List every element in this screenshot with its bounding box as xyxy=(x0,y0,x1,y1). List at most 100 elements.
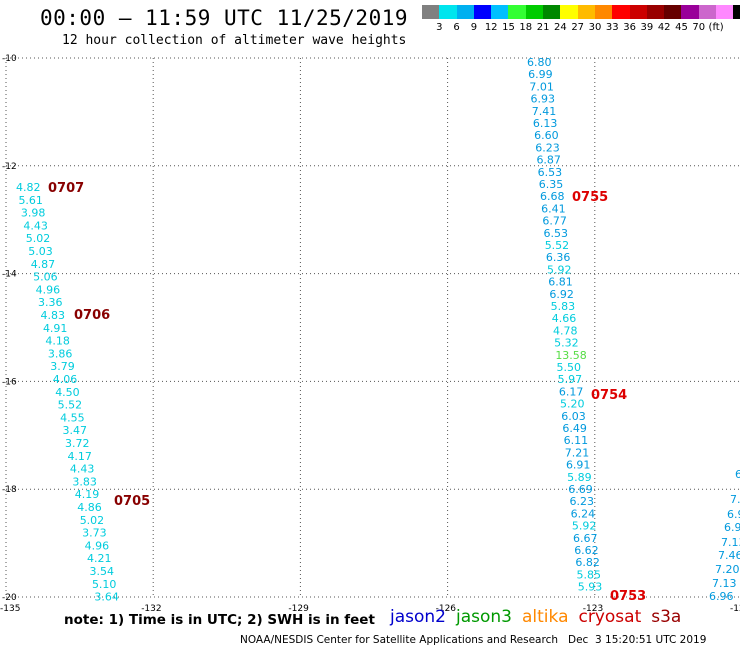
color-scale-label: 15 xyxy=(502,22,515,33)
pass-time-label: 0707 xyxy=(48,181,84,196)
wave-height-value: 6.49 xyxy=(562,422,587,435)
wave-height-value: 6.92 xyxy=(549,288,574,301)
color-scale-label: 45 xyxy=(675,22,688,33)
wave-height-value: 3.64 xyxy=(94,591,119,604)
wave-height-value: 3.86 xyxy=(48,347,73,360)
wave-height-value: 4.55 xyxy=(60,411,85,424)
wave-height-value: 6.13 xyxy=(533,117,558,130)
wave-height-value: 4.87 xyxy=(31,258,56,271)
wave-height-value: 6.9 xyxy=(727,508,740,521)
color-swatch xyxy=(733,5,740,19)
wave-height-value: 6.87 xyxy=(536,154,561,167)
color-swatch xyxy=(456,5,474,19)
wave-height-value: 6.68 xyxy=(540,190,565,203)
color-scale-label: 3 xyxy=(436,22,443,33)
wave-height-value: 5.32 xyxy=(554,337,579,350)
wave-height-value: 4.66 xyxy=(552,312,577,325)
pass-time-labels: 0707 0706 0705 0755 0754 0753 xyxy=(48,181,646,604)
color-swatch xyxy=(543,5,561,19)
color-swatch xyxy=(560,5,578,19)
color-swatch xyxy=(525,5,544,19)
longitude-label: -123 xyxy=(583,604,603,614)
satellite-legend: jason2 jason3 altika cryosat s3a xyxy=(390,607,691,627)
pass-time-label: 0753 xyxy=(610,589,646,604)
wave-height-value: 5.93 xyxy=(578,581,603,594)
wave-height-value: 3.98 xyxy=(21,207,46,220)
longitude-label: -135 xyxy=(0,604,20,614)
pass-time-label: 0706 xyxy=(74,308,110,323)
wave-height-value: 3.47 xyxy=(63,424,88,437)
wave-height-value: 6.99 xyxy=(528,68,553,81)
wave-height-value: 4.43 xyxy=(70,463,95,476)
color-scale-label: 27 xyxy=(571,22,585,33)
wave-height-value: 4.19 xyxy=(75,488,100,501)
wave-height-value: 6.60 xyxy=(534,129,559,142)
wave-height-value: 13.58 xyxy=(555,349,587,362)
axis-labels: -10-12-14-16-18-20-135 -132 -129 -126 -123 -1… xyxy=(0,54,740,614)
color-scale-label: 9 xyxy=(470,22,478,33)
wave-height-value: 4.82 xyxy=(16,181,41,194)
color-swatch xyxy=(594,5,613,19)
pass-time-label: 0755 xyxy=(572,190,608,205)
wave-height-value: 5.02 xyxy=(26,232,51,245)
wave-height-value: 5.89 xyxy=(567,471,592,484)
wave-height-value: 6.41 xyxy=(541,202,566,215)
wave-height-value: 5.10 xyxy=(92,578,117,591)
wave-height-value: 6 xyxy=(735,468,740,481)
wave-height-value: 3.72 xyxy=(65,437,90,450)
latitude-label: -10 xyxy=(2,54,17,64)
wave-height-value: 6.62 xyxy=(574,544,599,557)
wave-height-value: 7.41 xyxy=(532,105,557,118)
wave-height-value: 4.83 xyxy=(41,309,66,322)
wave-height-value: 6.91 xyxy=(566,459,591,472)
units-note: note: 1) Time is in UTC; 2) SWH is in fe… xyxy=(64,612,375,628)
wave-height-value: 4.50 xyxy=(55,386,79,399)
color-swatch xyxy=(577,5,595,19)
wave-height-value: 4.96 xyxy=(36,283,61,296)
satellite-legend-item: jason3 xyxy=(456,607,512,627)
wave-height-value: 6.81 xyxy=(548,276,573,289)
credit-line: NOAA/NESDIS Center for Satellite Applica… xyxy=(240,634,707,646)
pass-time-label: 0754 xyxy=(591,388,627,403)
wave-height-value: 5.02 xyxy=(80,514,105,527)
wave-height-value: 4.43 xyxy=(23,219,47,232)
wave-height-value: 6.67 xyxy=(573,532,598,545)
wave-height-value: 5.52 xyxy=(58,399,83,412)
pass-time-label: 0705 xyxy=(114,494,150,509)
satellite-legend-item: cryosat xyxy=(578,607,642,627)
wave-height-value: 5.06 xyxy=(33,271,58,284)
wave-height-value: 4.18 xyxy=(45,335,70,348)
color-swatch xyxy=(681,5,699,19)
wave-height-value: 6.03 xyxy=(561,410,586,423)
wave-height-value: 5.97 xyxy=(558,373,583,386)
wave-height-value: 4.78 xyxy=(553,324,578,337)
wave-height-value: 6.69 xyxy=(568,483,593,496)
wave-height-value: 6.11 xyxy=(564,434,589,447)
wave-height-value: 5.20 xyxy=(560,398,585,411)
wave-height-value: 6.80 xyxy=(527,56,552,69)
wave-height-value: 6.36 xyxy=(546,251,571,264)
wave-height-value: 7. xyxy=(730,493,740,506)
satellite-legend-item: s3a xyxy=(651,607,682,627)
wave-height-value: 4.06 xyxy=(53,373,78,386)
wave-height-value: 5.83 xyxy=(551,300,576,313)
wave-height-value: 4.86 xyxy=(77,501,102,514)
color-swatch xyxy=(473,5,492,19)
wave-height-value: 5.85 xyxy=(577,568,602,581)
wave-height-value: 7.20 xyxy=(715,563,740,576)
wave-height-value: 3.83 xyxy=(72,475,97,488)
color-scale-label: 70 xyxy=(692,22,706,33)
wave-height-value: 7.46 xyxy=(718,549,740,562)
wave-height-value: 6.24 xyxy=(571,507,596,520)
longitude-label: -132 xyxy=(141,604,161,614)
color-swatch xyxy=(664,5,682,19)
wave-height-value: 6.82 xyxy=(575,556,600,569)
latitude-label: -12 xyxy=(2,162,17,172)
color-swatch xyxy=(491,5,509,19)
color-scale-label: 18 xyxy=(519,22,533,33)
wave-height-value: 6.77 xyxy=(542,215,567,228)
wave-height-value: 6.93 xyxy=(531,93,556,106)
page-title: 00:00 – 11:59 UTC 11/25/2019 xyxy=(40,6,409,30)
color-scale-legend xyxy=(422,5,740,19)
wave-height-value: 4.21 xyxy=(87,552,112,565)
